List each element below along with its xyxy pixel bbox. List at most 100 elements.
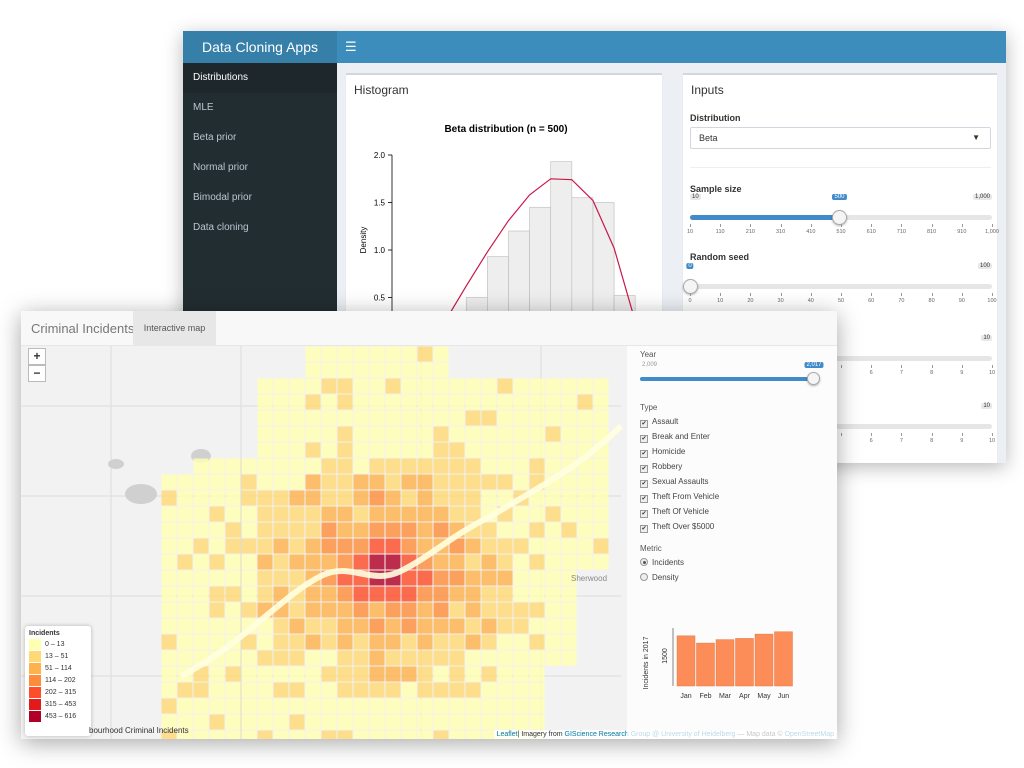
neighbourhood-polygon[interactable] (545, 410, 561, 426)
checkbox-checked-icon[interactable]: ✔ (640, 450, 648, 458)
neighbourhood-polygon[interactable] (481, 554, 497, 570)
neighbourhood-polygon[interactable] (305, 490, 321, 506)
neighbourhood-polygon[interactable] (529, 538, 545, 554)
neighbourhood-polygon[interactable] (321, 714, 337, 730)
neighbourhood-polygon[interactable] (497, 666, 513, 682)
neighbourhood-polygon[interactable] (433, 698, 449, 714)
neighbourhood-polygon[interactable] (481, 410, 497, 426)
neighbourhood-polygon[interactable] (529, 442, 545, 458)
neighbourhood-polygon[interactable] (433, 506, 449, 522)
neighbourhood-polygon[interactable] (529, 698, 545, 714)
neighbourhood-polygon[interactable] (481, 698, 497, 714)
neighbourhood-polygon[interactable] (193, 634, 209, 650)
neighbourhood-polygon[interactable] (369, 442, 385, 458)
neighbourhood-polygon[interactable] (561, 522, 577, 538)
neighbourhood-polygon[interactable] (561, 378, 577, 394)
neighbourhood-polygon[interactable] (433, 570, 449, 586)
neighbourhood-polygon[interactable] (225, 474, 241, 490)
neighbourhood-polygon[interactable] (385, 634, 401, 650)
neighbourhood-polygon[interactable] (513, 378, 529, 394)
neighbourhood-polygon[interactable] (449, 458, 465, 474)
neighbourhood-polygon[interactable] (257, 586, 273, 602)
neighbourhood-polygon[interactable] (337, 634, 353, 650)
neighbourhood-polygon[interactable] (545, 490, 561, 506)
neighbourhood-polygon[interactable] (353, 634, 369, 650)
neighbourhood-polygon[interactable] (257, 634, 273, 650)
neighbourhood-polygon[interactable] (433, 474, 449, 490)
neighbourhood-polygon[interactable] (305, 506, 321, 522)
neighbourhood-polygon[interactable] (289, 474, 305, 490)
neighbourhood-polygon[interactable] (417, 618, 433, 634)
neighbourhood-polygon[interactable] (273, 554, 289, 570)
neighbourhood-polygon[interactable] (289, 714, 305, 730)
neighbourhood-polygon[interactable] (209, 586, 225, 602)
neighbourhood-polygon[interactable] (385, 458, 401, 474)
neighbourhood-polygon[interactable] (353, 714, 369, 730)
neighbourhood-polygon[interactable] (385, 442, 401, 458)
neighbourhood-polygon[interactable] (337, 490, 353, 506)
neighbourhood-polygon[interactable] (545, 618, 561, 634)
neighbourhood-polygon[interactable] (321, 618, 337, 634)
neighbourhood-polygon[interactable] (433, 410, 449, 426)
neighbourhood-polygon[interactable] (529, 586, 545, 602)
neighbourhood-polygon[interactable] (209, 490, 225, 506)
neighbourhood-polygon[interactable] (465, 490, 481, 506)
neighbourhood-polygon[interactable] (545, 458, 561, 474)
neighbourhood-polygon[interactable] (305, 554, 321, 570)
neighbourhood-polygon[interactable] (193, 602, 209, 618)
neighbourhood-polygon[interactable] (257, 490, 273, 506)
sidebar-item-beta-prior[interactable]: Beta prior (193, 132, 237, 143)
neighbourhood-polygon[interactable] (241, 666, 257, 682)
neighbourhood-polygon[interactable] (433, 714, 449, 730)
neighbourhood-polygon[interactable] (305, 522, 321, 538)
neighbourhood-polygon[interactable] (449, 586, 465, 602)
neighbourhood-polygon[interactable] (385, 522, 401, 538)
neighbourhood-polygon[interactable] (385, 698, 401, 714)
neighbourhood-polygon[interactable] (385, 410, 401, 426)
neighbourhood-polygon[interactable] (273, 730, 289, 740)
neighbourhood-polygon[interactable] (529, 410, 545, 426)
neighbourhood-polygon[interactable] (497, 490, 513, 506)
neighbourhood-polygon[interactable] (593, 410, 609, 426)
neighbourhood-polygon[interactable] (593, 394, 609, 410)
neighbourhood-polygon[interactable] (305, 458, 321, 474)
neighbourhood-polygon[interactable] (433, 362, 449, 378)
neighbourhood-polygon[interactable] (257, 698, 273, 714)
neighbourhood-polygon[interactable] (401, 426, 417, 442)
neighbourhood-polygon[interactable] (385, 490, 401, 506)
neighbourhood-polygon[interactable] (209, 522, 225, 538)
neighbourhood-polygon[interactable] (401, 650, 417, 666)
neighbourhood-polygon[interactable] (497, 618, 513, 634)
neighbourhood-polygon[interactable] (161, 666, 177, 682)
neighbourhood-polygon[interactable] (401, 538, 417, 554)
type-checkbox-row[interactable]: ✔ Theft Over $5000 (640, 522, 714, 533)
neighbourhood-polygon[interactable] (481, 730, 497, 740)
neighbourhood-polygon[interactable] (225, 650, 241, 666)
neighbourhood-polygon[interactable] (385, 362, 401, 378)
neighbourhood-polygon[interactable] (161, 570, 177, 586)
neighbourhood-polygon[interactable] (257, 730, 273, 740)
neighbourhood-polygon[interactable] (401, 586, 417, 602)
neighbourhood-polygon[interactable] (305, 650, 321, 666)
neighbourhood-polygon[interactable] (449, 394, 465, 410)
neighbourhood-polygon[interactable] (465, 410, 481, 426)
neighbourhood-polygon[interactable] (353, 602, 369, 618)
neighbourhood-polygon[interactable] (401, 362, 417, 378)
neighbourhood-polygon[interactable] (321, 426, 337, 442)
neighbourhood-polygon[interactable] (273, 570, 289, 586)
neighbourhood-polygon[interactable] (369, 506, 385, 522)
neighbourhood-polygon[interactable] (417, 506, 433, 522)
neighbourhood-polygon[interactable] (417, 346, 433, 362)
neighbourhood-polygon[interactable] (289, 506, 305, 522)
neighbourhood-polygon[interactable] (369, 538, 385, 554)
neighbourhood-polygon[interactable] (305, 538, 321, 554)
neighbourhood-polygon[interactable] (433, 458, 449, 474)
neighbourhood-polygon[interactable] (561, 442, 577, 458)
neighbourhood-polygon[interactable] (209, 506, 225, 522)
neighbourhood-polygon[interactable] (481, 490, 497, 506)
year-slider[interactable]: 2,009 2,017 (640, 362, 824, 408)
neighbourhood-polygon[interactable] (241, 506, 257, 522)
neighbourhood-polygon[interactable] (257, 522, 273, 538)
neighbourhood-polygon[interactable] (177, 682, 193, 698)
sidebar-item-bimodal-prior[interactable]: Bimodal prior (193, 192, 252, 203)
